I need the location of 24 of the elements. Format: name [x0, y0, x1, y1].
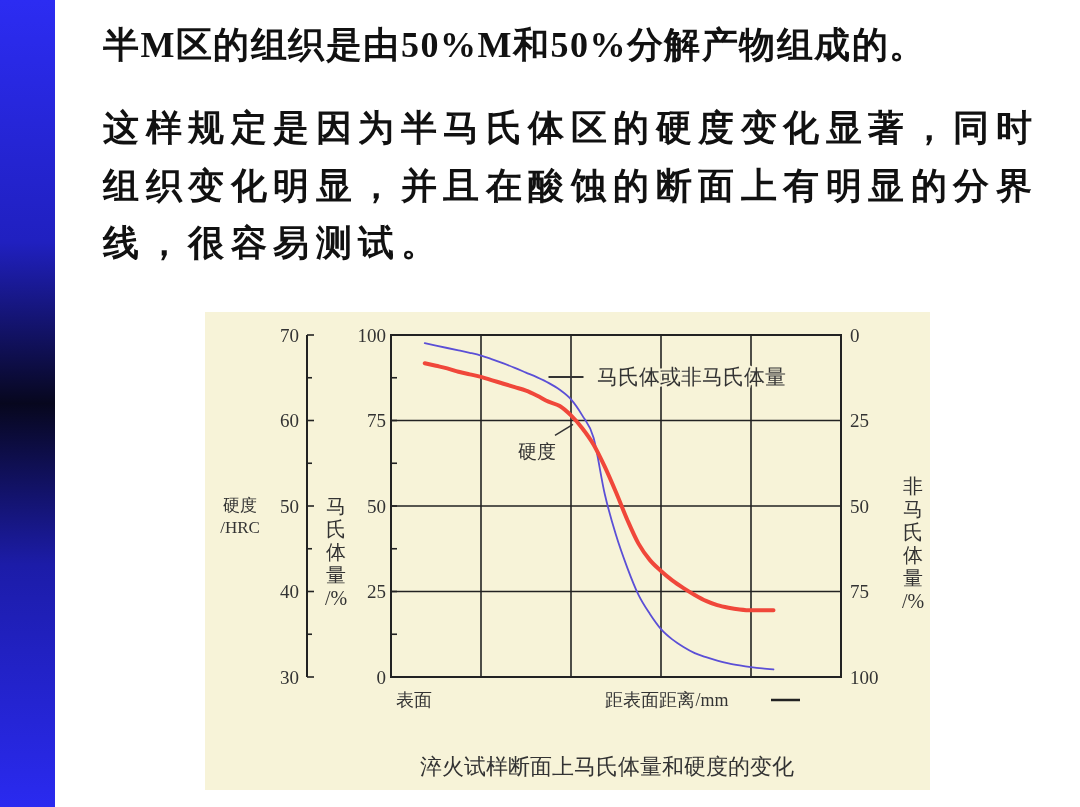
- y3-tick-label: 30: [280, 666, 299, 688]
- y-axis-title: 马氏体量/%: [324, 495, 348, 609]
- y2-tick-label: 25: [850, 410, 869, 431]
- text: 淬火试样断面上马氏体量和硬度的变化: [420, 753, 794, 779]
- y-tick-label: 75: [367, 410, 386, 431]
- y3-tick-label: 50: [280, 495, 299, 517]
- x-axis-title: 距表面距离/mm: [605, 690, 729, 710]
- y2-axis-title: 非马氏体量/%: [901, 474, 925, 612]
- y2-tick-label: 0: [850, 324, 860, 346]
- y3-axis-title: 硬度/HRC: [220, 495, 260, 537]
- y2-tick-label: 50: [850, 495, 869, 517]
- y3-tick-label: 70: [280, 324, 299, 346]
- y2-tick-label: 100: [850, 666, 879, 688]
- series-label: 硬度: [518, 440, 556, 462]
- y-tick-label: 0: [376, 666, 386, 688]
- y3-tick-label: 60: [280, 410, 299, 431]
- y3-tick-label: 40: [280, 581, 299, 602]
- x-tick-label: 表面: [395, 690, 432, 710]
- chart-title: 半M区的组织是由50%M和50%分解产物组成的。: [103, 25, 927, 65]
- y-tick-label: 100: [357, 324, 386, 346]
- chart-subtitle: 这样规定是因为半马氏体区的硬度变化显著，同时组织变化明显，并且在酸蚀的断面上有明显的分界线，很容易测试。: [102, 108, 1038, 263]
- y-tick-label: 50: [367, 495, 386, 517]
- y-tick-label: 25: [367, 581, 386, 602]
- y2-tick-label: 75: [850, 581, 869, 602]
